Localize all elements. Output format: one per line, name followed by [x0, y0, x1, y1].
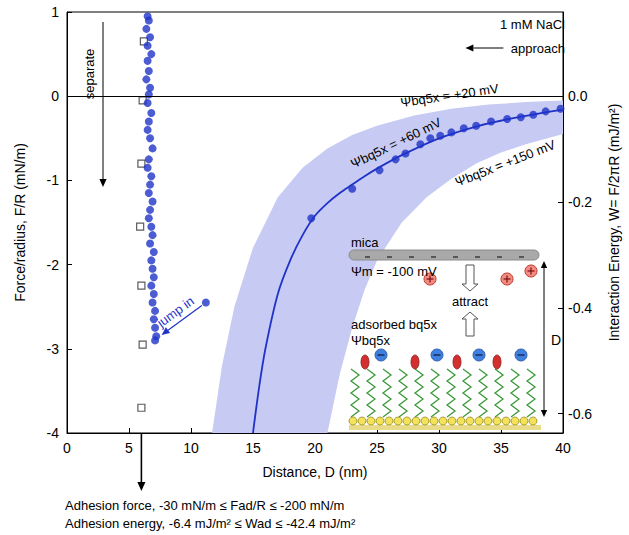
svg-text:Interaction Energy, W= F/2πR (: Interaction Energy, W= F/2πR (mJ/m²) — [606, 104, 622, 342]
svg-text:attract: attract — [452, 294, 489, 309]
svg-text:Ψbq5x: Ψbq5x — [351, 333, 391, 348]
svg-text:Adhesion force, -30 mN/m ≤ Fad: Adhesion force, -30 mN/m ≤ Fad/R ≤ -200 … — [65, 498, 344, 513]
svg-text:5: 5 — [125, 440, 133, 456]
svg-text:-4: -4 — [47, 425, 60, 441]
svg-text:30: 30 — [431, 440, 447, 456]
svg-text:-0.2: -0.2 — [568, 194, 592, 210]
svg-text:35: 35 — [493, 440, 509, 456]
svg-text:25: 25 — [369, 440, 385, 456]
svg-text:Adhesion energy, -6.4 mJ/m² ≤: Adhesion energy, -6.4 mJ/m² ≤ Wad ≤ -42.… — [65, 516, 356, 531]
svg-text:0.0: 0.0 — [568, 88, 588, 104]
svg-text:-0.4: -0.4 — [568, 300, 592, 316]
svg-text:0: 0 — [51, 88, 59, 104]
svg-text:mica: mica — [351, 235, 379, 250]
svg-text:40: 40 — [555, 440, 571, 456]
svg-text:1 mM NaCl: 1 mM NaCl — [500, 17, 565, 32]
svg-text:adsorbed bq5x: adsorbed bq5x — [351, 317, 438, 332]
svg-text:Force/radius, F/R (mN/m): Force/radius, F/R (mN/m) — [12, 143, 28, 302]
svg-text:0: 0 — [63, 440, 71, 456]
svg-text:separate: separate — [82, 49, 97, 100]
svg-text:1: 1 — [51, 4, 59, 20]
svg-text:jump in: jump in — [153, 293, 196, 330]
svg-text:Ψbq5x = +150 mV: Ψbq5x = +150 mV — [453, 137, 558, 190]
svg-text:-2: -2 — [47, 257, 60, 273]
svg-text:Ψbq5x = +20 mV: Ψbq5x = +20 mV — [399, 81, 499, 110]
svg-text:-3: -3 — [47, 341, 60, 357]
svg-text:approach: approach — [511, 41, 565, 56]
svg-text:15: 15 — [245, 440, 261, 456]
svg-text:Ψbq5x = +60 mV: Ψbq5x = +60 mV — [348, 114, 444, 171]
svg-text:-0.6: -0.6 — [568, 406, 592, 422]
svg-text:Distance, D (nm): Distance, D (nm) — [262, 464, 367, 480]
svg-text:-1: -1 — [47, 172, 60, 188]
svg-text:10: 10 — [183, 440, 199, 456]
svg-text:D: D — [551, 332, 561, 348]
svg-text:20: 20 — [307, 440, 323, 456]
svg-text:Ψm = -100 mV: Ψm = -100 mV — [351, 264, 437, 279]
